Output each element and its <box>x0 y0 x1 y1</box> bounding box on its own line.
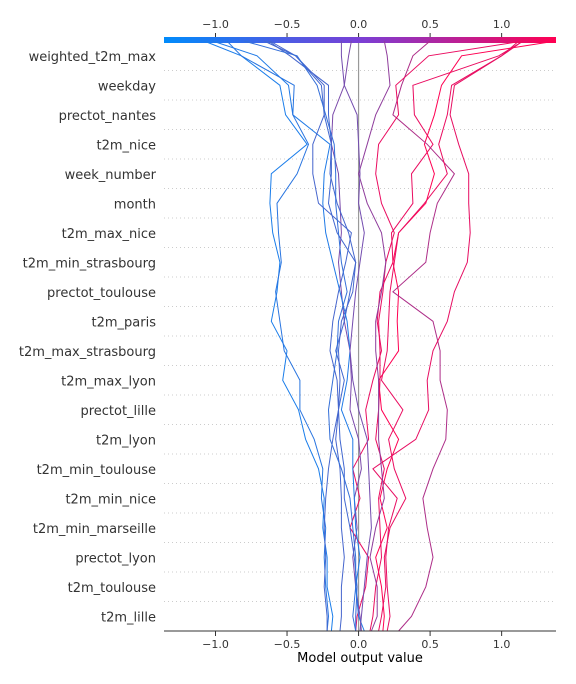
top-axis-ticks: −1.0 −0.5 0.0 0.5 1.0 <box>202 18 510 37</box>
feature-label: t2m_min_marseille <box>33 522 156 537</box>
top-tick-label: −0.5 <box>274 18 301 31</box>
feature-label: prectot_nantes <box>59 109 157 124</box>
feature-label: prectot_lyon <box>75 551 156 566</box>
decision-lines <box>203 40 557 632</box>
feature-label: t2m_min_strasbourg <box>23 256 156 271</box>
bottom-tick-label: −0.5 <box>274 638 301 651</box>
feature-label: t2m_max_nice <box>62 227 156 242</box>
decision-line <box>369 40 524 632</box>
x-axis-title: Model output value <box>297 651 423 666</box>
decision-line <box>340 41 372 632</box>
decision-line <box>375 40 557 632</box>
feature-label: month <box>114 197 156 212</box>
top-tick-label: 0.0 <box>350 18 368 31</box>
decision-line <box>269 40 352 632</box>
feature-label: weekday <box>98 79 156 94</box>
feature-label: prectot_toulouse <box>47 286 156 301</box>
decision-line <box>372 40 520 632</box>
feature-label: t2m_lille <box>101 610 156 625</box>
top-tick-label: 1.0 <box>493 18 511 31</box>
top-tick-label: 0.5 <box>421 18 439 31</box>
colorbar-bar <box>164 37 556 43</box>
feature-label: t2m_nice <box>96 138 156 153</box>
feature-label: week_number <box>65 168 157 183</box>
bottom-axis: −1.0 −0.5 0.0 0.5 1.0 <box>164 630 556 651</box>
feature-label: prectot_lille <box>80 404 156 419</box>
bottom-tick-label: 0.5 <box>421 638 439 651</box>
colorbar <box>164 37 556 43</box>
decision-line <box>330 40 362 632</box>
feature-label: t2m_max_strasbourg <box>19 345 156 360</box>
top-tick-label: −1.0 <box>202 18 229 31</box>
decision-line <box>243 40 357 632</box>
bottom-tick-label: 0.0 <box>350 638 368 651</box>
feature-label: t2m_min_toulouse <box>37 463 156 478</box>
bottom-tick-label: −1.0 <box>202 638 229 651</box>
feature-label: t2m_toulouse <box>68 581 156 596</box>
decision-line <box>212 40 365 632</box>
feature-label: t2m_min_nice <box>65 492 156 507</box>
bottom-tick-label: 1.0 <box>493 638 511 651</box>
decision-line <box>358 40 391 632</box>
feature-label: t2m_lyon <box>96 433 156 448</box>
gridlines <box>164 41 556 632</box>
decision-line <box>226 40 330 632</box>
feature-label: weighted_t2m_max <box>29 50 157 65</box>
feature-label: t2m_max_lyon <box>61 374 156 389</box>
decision-line <box>392 40 456 632</box>
feature-label: t2m_paris <box>92 315 157 330</box>
